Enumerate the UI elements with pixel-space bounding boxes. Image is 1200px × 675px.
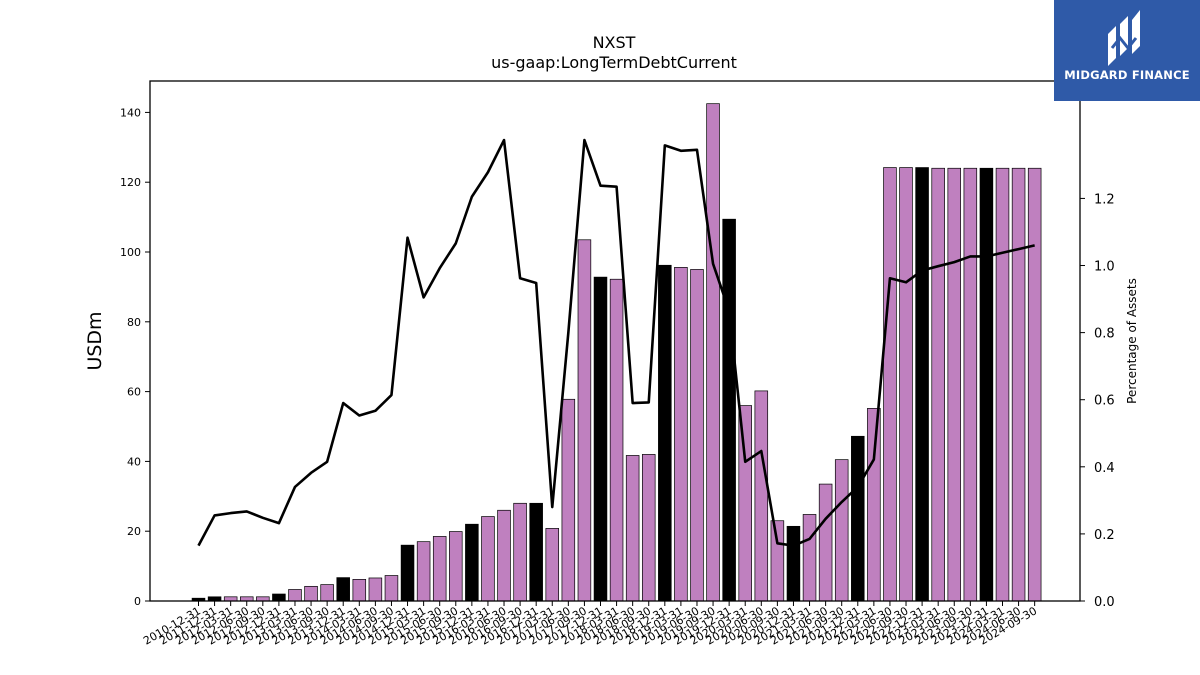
bar	[432, 536, 447, 602]
y2-tick-label: 0.8	[1094, 327, 1115, 342]
bar	[400, 544, 415, 602]
y2-tick-label: 1.2	[1094, 192, 1115, 207]
y-tick-label: 40	[127, 455, 141, 468]
y2-tick-label: 0.2	[1094, 528, 1115, 543]
bar	[288, 589, 302, 602]
y2-tick-label: 0.0	[1094, 595, 1115, 610]
bar	[690, 269, 704, 602]
bar	[786, 525, 801, 602]
bar	[577, 239, 592, 602]
bar	[449, 531, 463, 602]
bar	[561, 398, 576, 602]
bar	[593, 276, 608, 602]
chart-subtitle: us-gaap:LongTermDebtCurrent	[491, 53, 737, 72]
bar	[641, 454, 656, 602]
bar	[979, 167, 994, 602]
y-tick-label: 20	[127, 525, 141, 538]
y-tick-label: 100	[120, 246, 141, 259]
bar	[834, 459, 849, 602]
bar	[529, 502, 543, 602]
y2-tick-label: 0.6	[1094, 394, 1115, 409]
bar	[1027, 167, 1042, 602]
brand-logo: MIDGARD FINANCE	[1054, 0, 1200, 101]
plot-frame	[149, 80, 1081, 602]
y-tick-label: 140	[120, 106, 141, 119]
bar	[320, 584, 334, 602]
y-axis-label: USDm	[84, 311, 106, 370]
bar-series	[191, 103, 1042, 602]
bar	[802, 514, 817, 602]
bar	[770, 520, 785, 602]
y2-tick-label: 1.0	[1094, 260, 1115, 275]
line-percentage-of-assets	[197, 138, 1035, 547]
bar	[609, 278, 624, 602]
bar	[416, 541, 431, 602]
bar	[384, 575, 399, 602]
bar	[818, 483, 833, 602]
bar	[1011, 167, 1026, 602]
bar	[674, 267, 688, 602]
y-tick-label: 120	[120, 176, 141, 189]
bar	[352, 579, 367, 602]
y-tick-label: 0	[134, 595, 141, 608]
bar	[963, 167, 978, 602]
bar	[722, 218, 736, 602]
bar	[947, 167, 962, 602]
brand-name: MIDGARD FINANCE	[1064, 68, 1190, 82]
y2-tick-label: 0.4	[1094, 461, 1115, 476]
bar	[931, 167, 945, 602]
y-tick-label: 60	[127, 386, 141, 399]
chart-title: NXST	[593, 33, 636, 52]
bar	[706, 103, 720, 602]
midgard-logo-icon	[1108, 10, 1140, 66]
bar	[513, 502, 527, 602]
bar	[754, 390, 769, 602]
bar	[851, 435, 865, 602]
bar	[658, 264, 672, 602]
bar	[481, 516, 495, 602]
bar	[272, 593, 286, 602]
bar	[738, 405, 752, 602]
bar	[545, 528, 560, 602]
y-tick-label: 80	[127, 316, 141, 329]
bar	[336, 577, 350, 602]
bar	[883, 167, 897, 602]
bar	[625, 455, 640, 602]
bar	[995, 167, 1010, 602]
bar	[465, 523, 479, 602]
bar	[915, 167, 929, 602]
line-series	[197, 138, 1035, 547]
bar	[497, 509, 511, 602]
y2-axis-label: Percentage of Assets	[1125, 278, 1139, 404]
bar	[867, 408, 881, 602]
bar	[368, 577, 383, 602]
bar	[899, 167, 913, 602]
bar	[304, 585, 318, 602]
